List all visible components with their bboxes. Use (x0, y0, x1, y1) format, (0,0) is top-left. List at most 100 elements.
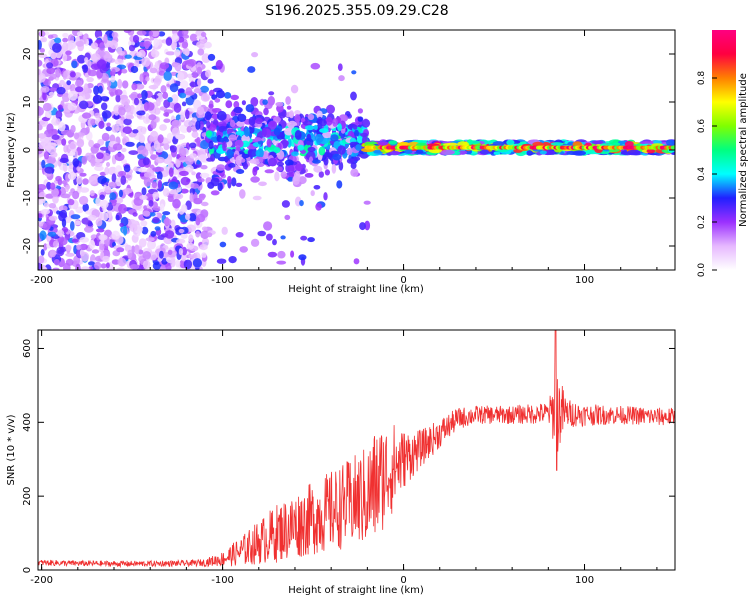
heatmap-cell (162, 91, 169, 99)
heatmap-cell (123, 118, 132, 126)
heatmap-cell (47, 231, 57, 237)
heatmap-cell (258, 181, 267, 187)
heatmap-cell (48, 91, 55, 97)
heatmap-cell (241, 134, 251, 143)
heatmap-cell (184, 91, 195, 96)
heatmap-cell (182, 47, 190, 55)
heatmap-cell (267, 120, 278, 130)
heatmap-cell (188, 213, 197, 222)
heatmap-cell (277, 250, 286, 259)
heatmap-cell (142, 251, 151, 260)
heatmap-cell (82, 64, 89, 73)
heatmap-cell (237, 113, 247, 122)
heatmap-cell (210, 190, 220, 196)
heatmap-cell (612, 142, 621, 146)
heatmap-cell (94, 112, 101, 119)
heatmap-cell (167, 249, 173, 255)
heatmap-cell (200, 230, 210, 239)
heatmap-cell (186, 73, 193, 79)
heatmap-cell (316, 110, 323, 120)
heatmap-cell (38, 106, 44, 116)
heatmap-cell (138, 238, 147, 248)
heatmap-cell (62, 71, 67, 80)
heatmap-cell (377, 141, 389, 146)
heatmap-cell (627, 149, 641, 156)
heatmap-cell (135, 125, 146, 136)
heatmap-cell (185, 109, 190, 120)
heatmap-cell (215, 59, 223, 70)
heatmap-cell (50, 182, 56, 190)
heatmap-cell (211, 108, 222, 113)
heatmap-cell (146, 102, 155, 111)
heatmap-cell (52, 195, 59, 204)
heatmap-cell (93, 162, 103, 168)
heatmap-cell (235, 155, 242, 166)
heatmap-cell (119, 222, 124, 227)
heatmap-cell (118, 106, 126, 116)
heatmap-cell (168, 167, 174, 177)
heatmap-cell (52, 240, 59, 248)
heatmap-cell (56, 210, 61, 215)
heatmap-cell (177, 88, 185, 93)
heatmap-cell (276, 104, 284, 113)
heatmap-cell (310, 62, 321, 70)
heatmap-cell (63, 262, 71, 270)
heatmap-cell (62, 41, 69, 52)
heatmap-cell (250, 238, 260, 247)
heatmap-cell (251, 52, 259, 58)
heatmap-cell (229, 119, 236, 128)
heatmap-cell (38, 53, 48, 58)
heatmap-cell (364, 220, 371, 231)
heatmap-cell (93, 85, 100, 96)
heatmap-cell (295, 163, 304, 172)
heatmap-cell (170, 257, 176, 268)
heatmap-cell (106, 210, 112, 219)
heatmap-cell (165, 51, 176, 56)
heatmap-cell (117, 257, 127, 267)
heatmap-cell (236, 120, 245, 127)
heatmap-cell (272, 238, 277, 246)
heatmap-cell (175, 259, 181, 268)
heatmap-cell (99, 194, 105, 200)
heatmap-cell (67, 172, 77, 181)
heatmap-cell (171, 33, 180, 42)
heatmap-cell (123, 164, 131, 173)
heatmap-cell (284, 214, 291, 220)
heatmap-cell (217, 182, 223, 192)
heatmap-cell (101, 110, 112, 119)
heatmap-cell (177, 71, 185, 81)
heatmap-cell (314, 133, 324, 143)
heatmap-cell (222, 141, 227, 152)
heatmap-cell (110, 75, 116, 83)
heatmap-cell (169, 83, 179, 93)
heatmap-cell (111, 230, 120, 240)
heatmap-cell (84, 226, 94, 233)
heatmap-cell (197, 78, 202, 87)
heatmap-cell (236, 169, 245, 174)
heatmap-cell (286, 105, 292, 110)
heatmap-cell (96, 152, 104, 160)
heatmap-cell (169, 145, 177, 153)
heatmap-cell (304, 173, 314, 178)
heatmap-cell (231, 177, 237, 187)
heatmap-cell (40, 249, 45, 256)
heatmap-cell (319, 119, 327, 127)
heatmap-cell (125, 115, 135, 120)
heatmap-cell (201, 53, 211, 64)
heatmap-cell (326, 104, 335, 114)
heatmap-cell (176, 238, 186, 244)
heatmap-cell (140, 220, 148, 227)
heatmap-cell (141, 57, 151, 67)
snr-x-tick-label: -100 (211, 575, 234, 586)
snr-x-ticks: -200 -100 0 100 (30, 330, 658, 586)
heatmap-cell (198, 194, 205, 201)
heatmap-cell (290, 84, 299, 94)
heatmap-cell (50, 151, 58, 158)
heatmap-cell (280, 171, 287, 178)
heatmap-cell (193, 88, 202, 94)
heatmap-cell (170, 219, 176, 229)
colorbar-tick-label: 0.8 (697, 71, 707, 86)
heatmap-cell (294, 114, 301, 123)
heatmap-cell (137, 114, 146, 120)
heatmap-cell (141, 90, 148, 100)
